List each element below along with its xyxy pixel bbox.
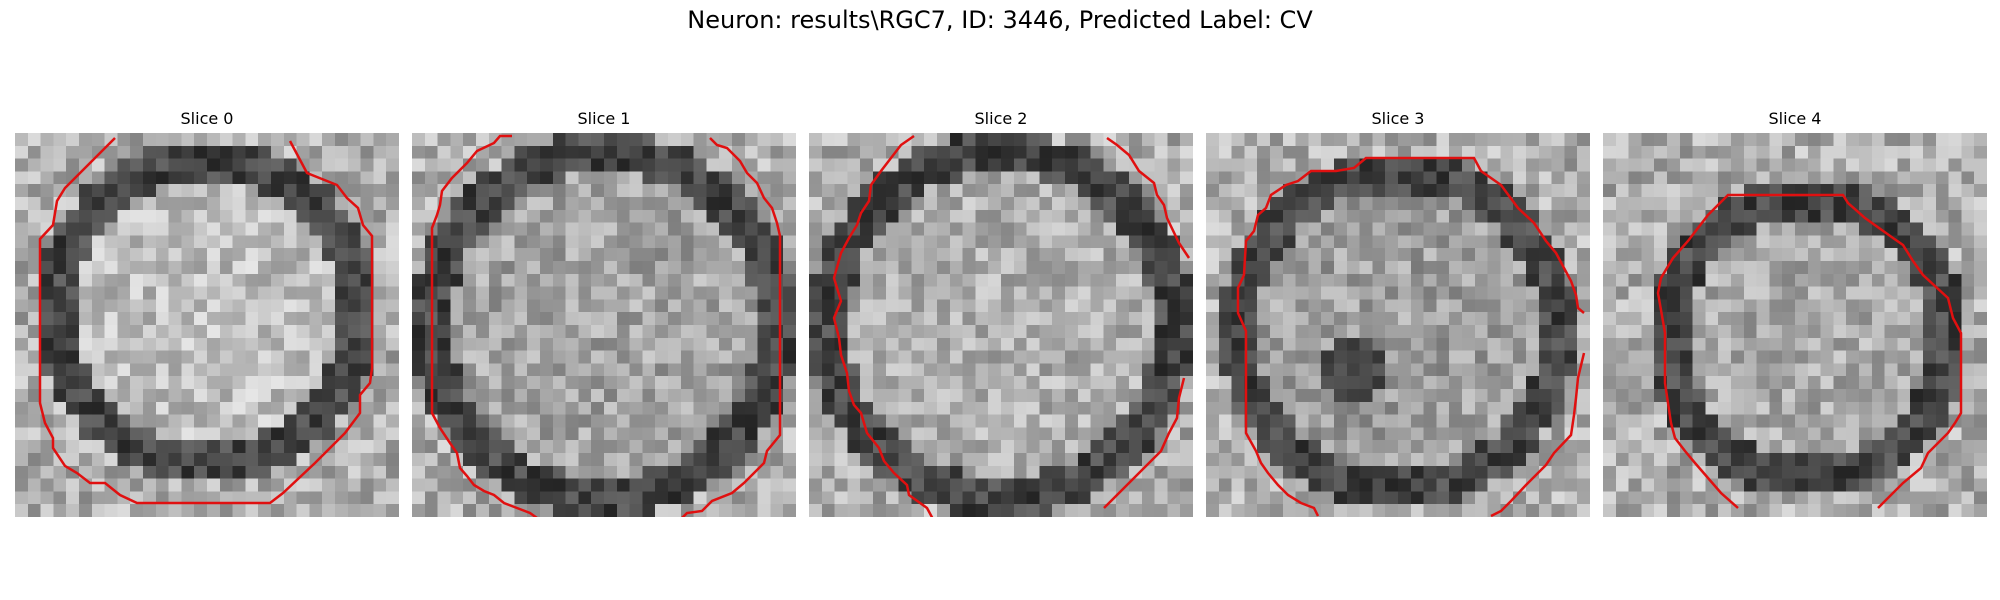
slice-1-title: Slice 1: [577, 109, 631, 128]
slice-4-image: [1603, 133, 1987, 517]
slice-4-contour: [1656, 193, 1963, 509]
slice-2-grayscale: [809, 133, 1193, 517]
slice-2-contour-line: [1106, 136, 1191, 259]
slice-4-title: Slice 4: [1768, 109, 1822, 128]
slice-2-contour-line: [832, 134, 934, 517]
figure-title: Neuron: results\RGC7, ID: 3446, Predicte…: [687, 6, 1313, 34]
slice-3-image: [1206, 133, 1590, 517]
slice-0-image: [15, 133, 399, 517]
slice-2-contour-line: [1103, 377, 1186, 509]
slice-0-grayscale: [15, 133, 399, 517]
slice-4-grayscale: [1603, 133, 1987, 517]
slice-1-grayscale: [412, 133, 796, 517]
slice-1-contour-line: [430, 134, 538, 517]
slice-0-title: Slice 0: [180, 109, 234, 128]
slice-3-contour: [1236, 156, 1586, 517]
slice-1-image: [412, 133, 796, 517]
slice-3-title: Slice 3: [1371, 109, 1425, 128]
slice-0-contour: [38, 137, 374, 505]
slice-3-contour-line: [1490, 352, 1586, 517]
slice-2-contour: [832, 134, 1191, 517]
slice-0-contour-line: [38, 137, 374, 505]
slice-4-contour-line: [1656, 193, 1963, 509]
slice-2-title: Slice 2: [974, 109, 1028, 128]
slice-1-contour-line: [681, 137, 782, 517]
slice-3-contour-line: [1236, 156, 1585, 517]
slice-2-image: [809, 133, 1193, 517]
slice-1-contour: [430, 134, 782, 517]
